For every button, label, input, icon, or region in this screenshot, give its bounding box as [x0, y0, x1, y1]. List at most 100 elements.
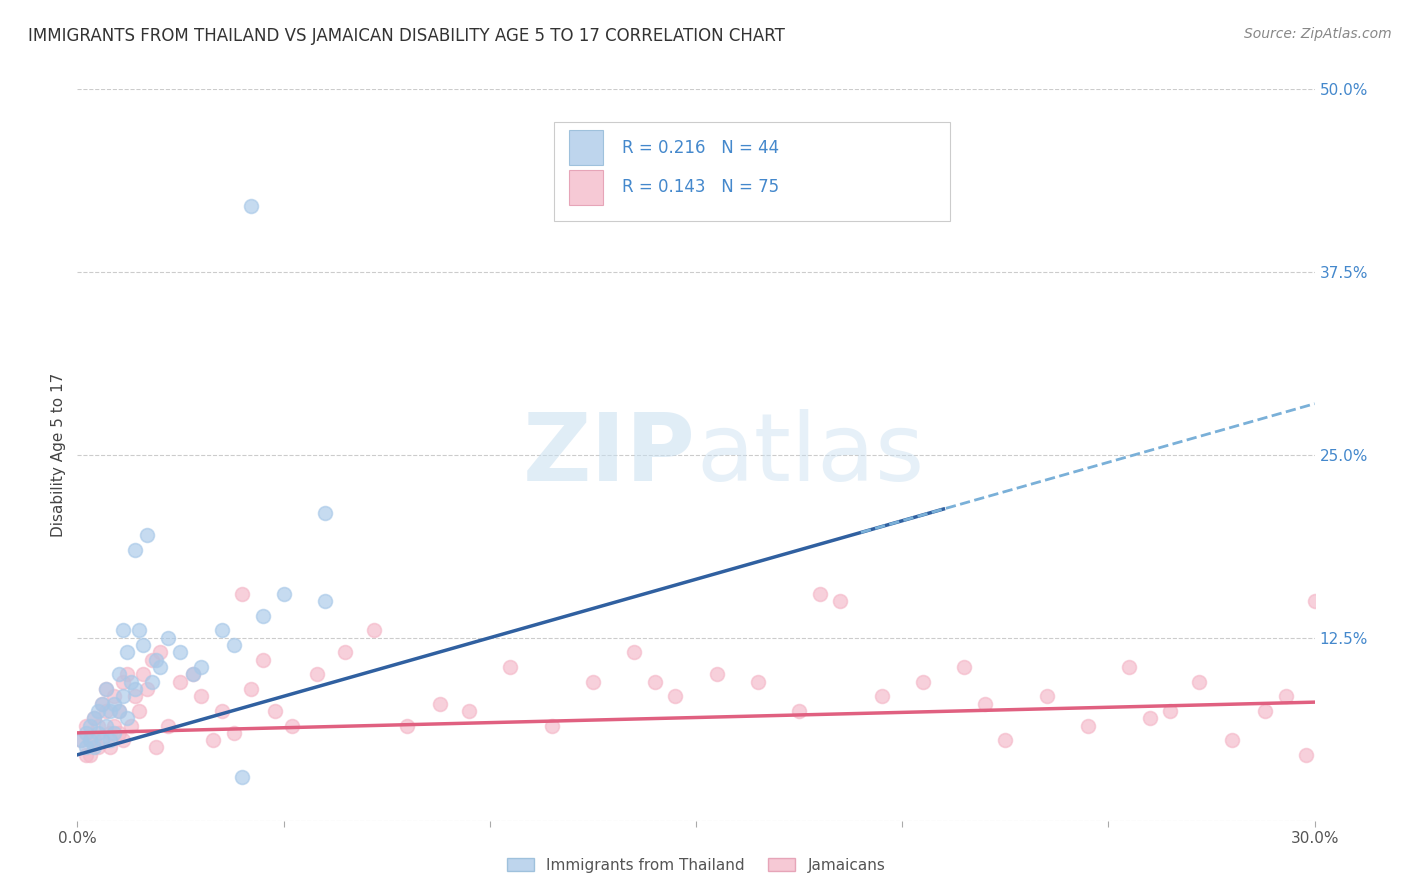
- Point: [136, 681, 159, 696]
- Text: R = 0.143   N = 75: R = 0.143 N = 75: [621, 178, 779, 196]
- Legend: Immigrants from Thailand, Jamaicans: Immigrants from Thailand, Jamaicans: [501, 852, 891, 879]
- Point: [1035, 690, 1057, 704]
- Point: [644, 674, 666, 689]
- Point: [540, 718, 562, 732]
- Point: [107, 704, 129, 718]
- Point: [1274, 690, 1296, 704]
- Point: [281, 718, 304, 732]
- Point: [91, 697, 114, 711]
- Point: [141, 653, 163, 667]
- Point: [314, 507, 336, 521]
- Point: [1188, 674, 1211, 689]
- Point: [91, 733, 114, 747]
- Text: ZIP: ZIP: [523, 409, 696, 501]
- Point: [1139, 711, 1161, 725]
- Point: [264, 704, 287, 718]
- Point: [96, 681, 118, 696]
- FancyBboxPatch shape: [554, 122, 949, 221]
- Point: [75, 726, 97, 740]
- Point: [396, 718, 419, 732]
- Point: [136, 528, 159, 542]
- Point: [79, 733, 101, 747]
- Point: [111, 733, 134, 747]
- Point: [132, 667, 155, 681]
- Point: [87, 704, 110, 718]
- Point: [107, 726, 129, 740]
- Point: [499, 660, 522, 674]
- Point: [98, 733, 121, 747]
- Point: [305, 667, 328, 681]
- Point: [953, 660, 976, 674]
- Point: [239, 199, 262, 213]
- Point: [458, 704, 481, 718]
- Point: [145, 653, 167, 667]
- Point: [87, 726, 110, 740]
- Point: [83, 740, 105, 755]
- Point: [145, 740, 167, 755]
- Point: [103, 690, 125, 704]
- Point: [111, 690, 134, 704]
- Point: [98, 704, 121, 718]
- Point: [111, 674, 134, 689]
- Point: [141, 674, 163, 689]
- Point: [75, 747, 97, 762]
- Point: [202, 733, 225, 747]
- Point: [111, 624, 134, 638]
- Point: [363, 624, 385, 638]
- Point: [87, 740, 110, 755]
- Point: [623, 645, 645, 659]
- Bar: [568, 130, 603, 165]
- Point: [149, 645, 172, 659]
- Point: [96, 718, 118, 732]
- Text: atlas: atlas: [696, 409, 924, 501]
- Point: [149, 660, 172, 674]
- Point: [87, 718, 110, 732]
- Point: [83, 711, 105, 725]
- Point: [103, 726, 125, 740]
- Point: [96, 704, 118, 718]
- Point: [120, 718, 142, 732]
- Point: [124, 690, 146, 704]
- Point: [211, 704, 233, 718]
- Point: [91, 697, 114, 711]
- Point: [252, 608, 274, 623]
- Point: [107, 667, 129, 681]
- Point: [870, 690, 893, 704]
- Point: [79, 718, 101, 732]
- Point: [973, 697, 995, 711]
- Point: [70, 733, 93, 747]
- Point: [239, 681, 262, 696]
- Point: [124, 543, 146, 558]
- Point: [211, 624, 233, 638]
- Point: [124, 681, 146, 696]
- Point: [787, 704, 810, 718]
- Point: [91, 733, 114, 747]
- Point: [231, 587, 253, 601]
- Point: [157, 631, 180, 645]
- Point: [128, 624, 150, 638]
- Point: [314, 594, 336, 608]
- Text: Source: ZipAtlas.com: Source: ZipAtlas.com: [1244, 27, 1392, 41]
- Text: IMMIGRANTS FROM THAILAND VS JAMAICAN DISABILITY AGE 5 TO 17 CORRELATION CHART: IMMIGRANTS FROM THAILAND VS JAMAICAN DIS…: [28, 27, 785, 45]
- Point: [96, 681, 118, 696]
- Point: [1159, 704, 1181, 718]
- Point: [98, 740, 121, 755]
- Point: [83, 733, 105, 747]
- Point: [335, 645, 357, 659]
- Point: [190, 660, 212, 674]
- Point: [115, 711, 138, 725]
- Point: [120, 674, 142, 689]
- Point: [252, 653, 274, 667]
- Point: [582, 674, 605, 689]
- Point: [830, 594, 852, 608]
- Point: [132, 638, 155, 652]
- Bar: [568, 169, 603, 205]
- Point: [808, 587, 831, 601]
- Point: [128, 704, 150, 718]
- Point: [79, 733, 101, 747]
- Point: [115, 667, 138, 681]
- Point: [98, 726, 121, 740]
- Point: [222, 726, 245, 740]
- Point: [83, 711, 105, 725]
- Point: [169, 645, 191, 659]
